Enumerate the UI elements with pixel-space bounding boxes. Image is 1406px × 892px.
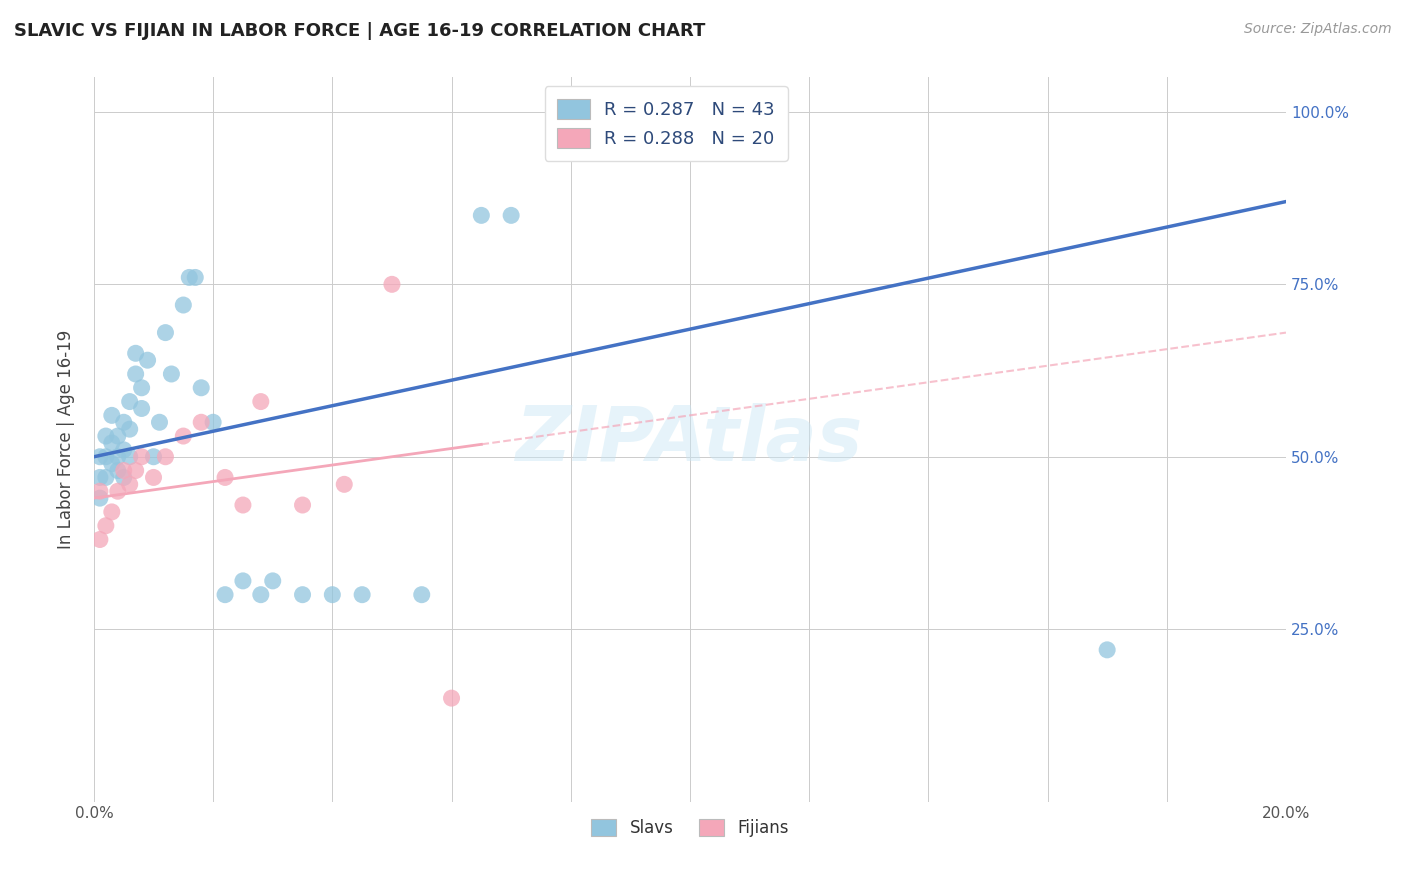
- Point: [262, 574, 284, 588]
- Point: [321, 588, 343, 602]
- Point: [250, 588, 273, 602]
- Point: [101, 505, 124, 519]
- Point: [89, 450, 111, 464]
- Point: [118, 422, 141, 436]
- Point: [112, 464, 135, 478]
- Point: [107, 464, 129, 478]
- Point: [89, 491, 111, 505]
- Point: [250, 394, 273, 409]
- Point: [124, 367, 146, 381]
- Point: [232, 574, 254, 588]
- Point: [112, 415, 135, 429]
- Point: [190, 381, 212, 395]
- Point: [101, 457, 124, 471]
- Point: [155, 326, 177, 340]
- Text: SLAVIC VS FIJIAN IN LABOR FORCE | AGE 16-19 CORRELATION CHART: SLAVIC VS FIJIAN IN LABOR FORCE | AGE 16…: [14, 22, 706, 40]
- Point: [214, 470, 236, 484]
- Point: [94, 518, 117, 533]
- Point: [101, 436, 124, 450]
- Point: [112, 470, 135, 484]
- Point: [440, 691, 463, 706]
- Point: [89, 470, 111, 484]
- Point: [172, 429, 194, 443]
- Point: [232, 498, 254, 512]
- Point: [94, 429, 117, 443]
- Point: [124, 346, 146, 360]
- Point: [94, 450, 117, 464]
- Point: [131, 381, 153, 395]
- Point: [118, 450, 141, 464]
- Point: [172, 298, 194, 312]
- Point: [142, 450, 165, 464]
- Point: [107, 484, 129, 499]
- Point: [148, 415, 170, 429]
- Point: [501, 208, 523, 222]
- Point: [101, 409, 124, 423]
- Text: Source: ZipAtlas.com: Source: ZipAtlas.com: [1244, 22, 1392, 37]
- Point: [214, 588, 236, 602]
- Point: [142, 470, 165, 484]
- Point: [131, 401, 153, 416]
- Point: [124, 464, 146, 478]
- Point: [184, 270, 207, 285]
- Point: [352, 588, 374, 602]
- Point: [118, 477, 141, 491]
- Point: [179, 270, 201, 285]
- Point: [202, 415, 225, 429]
- Y-axis label: In Labor Force | Age 16-19: In Labor Force | Age 16-19: [58, 330, 75, 549]
- Point: [118, 394, 141, 409]
- Point: [131, 450, 153, 464]
- Point: [112, 442, 135, 457]
- Point: [89, 533, 111, 547]
- Text: ZIPAtlas: ZIPAtlas: [516, 402, 863, 476]
- Point: [1095, 643, 1118, 657]
- Point: [333, 477, 356, 491]
- Point: [136, 353, 159, 368]
- Point: [291, 498, 314, 512]
- Point: [291, 588, 314, 602]
- Point: [470, 208, 492, 222]
- Point: [89, 484, 111, 499]
- Point: [160, 367, 183, 381]
- Point: [381, 277, 404, 292]
- Point: [155, 450, 177, 464]
- Point: [190, 415, 212, 429]
- Point: [107, 429, 129, 443]
- Point: [107, 450, 129, 464]
- Legend: Slavs, Fijians: Slavs, Fijians: [585, 813, 796, 844]
- Point: [94, 470, 117, 484]
- Point: [411, 588, 433, 602]
